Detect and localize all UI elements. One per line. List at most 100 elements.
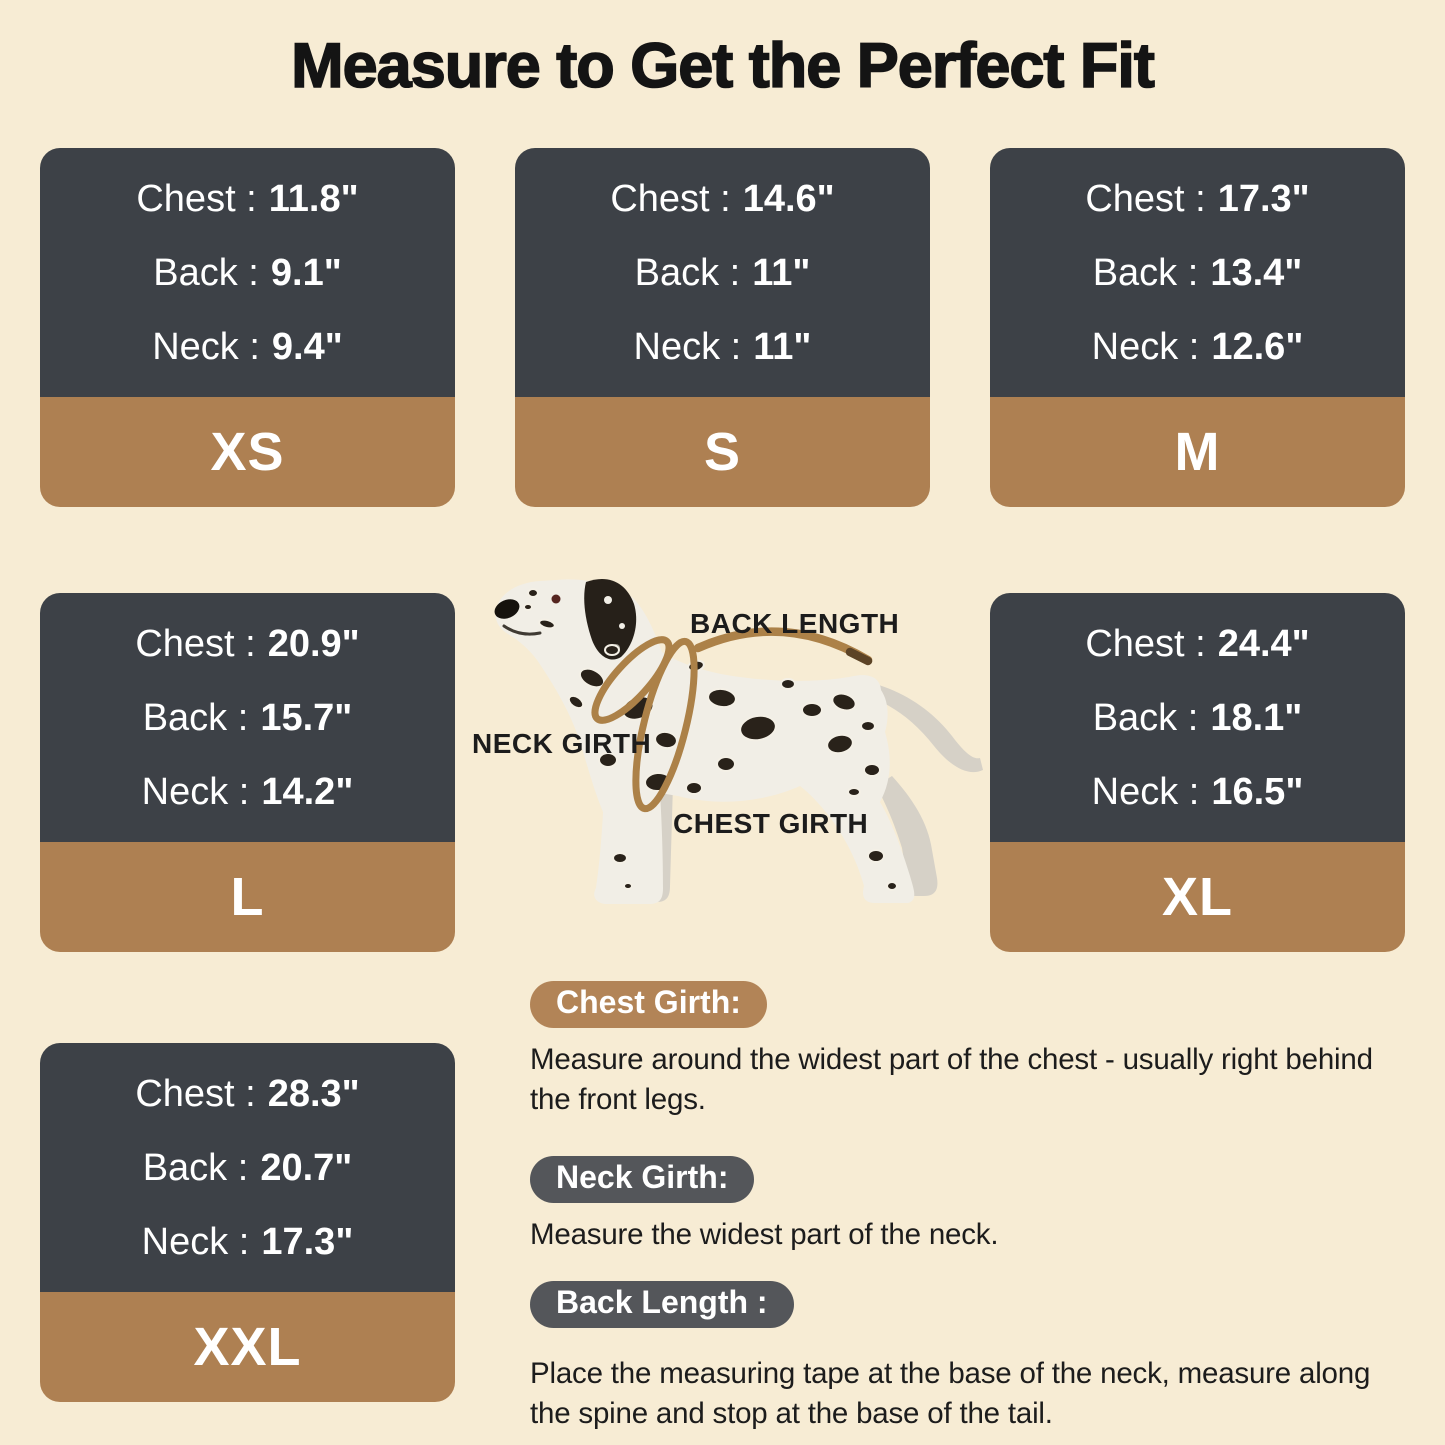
size-badge: XS: [40, 397, 455, 507]
dog-nose: [494, 599, 520, 619]
chest-girth-heading: Chest Girth:: [530, 981, 767, 1028]
measurement-value: 15.7": [260, 696, 353, 739]
measurement-label: Back :: [142, 1146, 249, 1189]
measurement-row: Back : 18.1": [990, 699, 1405, 737]
size-badge: S: [515, 397, 930, 507]
measurement-label: Chest :: [1085, 177, 1206, 220]
size-card-m: Chest : 17.3" Back : 13.4" Neck : 12.6" M: [990, 148, 1405, 507]
dog-illustration: [494, 578, 983, 904]
measurement-row: Neck : 11": [515, 328, 930, 366]
measurement-label: Back :: [142, 696, 249, 739]
chest-girth-guide: Chest Girth: Measure around the widest p…: [530, 981, 1415, 1121]
measurement-row: Chest : 20.9": [40, 625, 455, 663]
size-card-measurements: Chest :14.6" Back :11" Neck :11": [515, 148, 930, 397]
size-card-measurements: Chest : 24.4" Back : 18.1" Neck : 16.5": [990, 593, 1405, 842]
measurement-value: 16.5": [1211, 770, 1304, 813]
size-card-xl: Chest : 24.4" Back : 18.1" Neck : 16.5" XL: [990, 593, 1405, 952]
measurement-label: Neck :: [1091, 770, 1200, 813]
measurement-value: 14.2": [261, 770, 354, 813]
measurement-value: 20.9": [267, 622, 360, 665]
back-length-heading: Back Length :: [530, 1281, 794, 1328]
measurement-value: 28.3": [267, 1072, 360, 1115]
measurement-row: Back : 20.7": [40, 1149, 455, 1187]
size-card-measurements: Chest : 28.3" Back : 20.7" Neck : 17.3": [40, 1043, 455, 1292]
chest-girth-description: Measure around the widest part of the ch…: [530, 1042, 1373, 1117]
size-card-l: Chest : 20.9" Back : 15.7" Neck : 14.2" L: [40, 593, 455, 952]
measurement-value: 11.8": [268, 177, 359, 220]
measurement-row: Back : 13.4": [990, 254, 1405, 292]
measurement-value: 12.6": [1211, 325, 1304, 368]
measurement-value: 20.7": [260, 1146, 353, 1189]
size-card-xs: Chest : 11.8" Back : 9.1" Neck : 9.4" XS: [40, 148, 455, 507]
neck-girth-guide: Neck Girth: Measure the widest part of t…: [530, 1156, 1415, 1255]
measurement-row: Neck : 12.6": [990, 328, 1405, 366]
measurement-label: Chest :: [136, 177, 257, 220]
measurement-row: Neck : 17.3": [40, 1223, 455, 1261]
dog-spots: [523, 588, 898, 891]
measurement-row: Back : 9.1": [40, 254, 455, 292]
size-card-measurements: Chest : 11.8" Back : 9.1" Neck : 9.4": [40, 148, 455, 397]
measurement-row: Chest : 17.3": [990, 180, 1405, 218]
dog-mouth: [502, 624, 542, 636]
back-length-label: BACK LENGTH: [690, 608, 900, 639]
measurement-label: Back :: [634, 251, 741, 294]
dog-far-hind-leg: [876, 776, 938, 896]
back-length-arc-tip: [845, 647, 873, 666]
measurement-row: Chest : 24.4": [990, 625, 1405, 663]
measurement-value: 18.1": [1210, 696, 1303, 739]
measurement-value: 9.1": [270, 251, 342, 294]
neck-girth-label: NECK GIRTH: [472, 728, 652, 759]
size-badge: M: [990, 397, 1405, 507]
dog-eye: [551, 594, 561, 604]
measurement-label: Back :: [1092, 696, 1199, 739]
measurement-value: 9.4": [271, 325, 343, 368]
measurement-value: 14.6": [742, 177, 835, 220]
measurement-row: Neck : 9.4": [40, 328, 455, 366]
chest-girth-label: CHEST GIRTH: [673, 808, 869, 839]
size-card-s: Chest :14.6" Back :11" Neck :11" S: [515, 148, 930, 507]
measurement-label: Neck :: [141, 770, 250, 813]
measurement-label: Neck :: [1091, 325, 1200, 368]
measurement-label: Neck :: [633, 325, 742, 368]
measurement-label: Chest :: [135, 1072, 256, 1115]
size-card-measurements: Chest : 17.3" Back : 13.4" Neck : 12.6": [990, 148, 1405, 397]
measurement-value: 11": [752, 251, 811, 294]
measurement-label: Neck :: [141, 1220, 250, 1263]
size-badge: XXL: [40, 1292, 455, 1402]
measurement-label: Chest :: [610, 177, 731, 220]
page-title: Measure to Get the Perfect Fit: [290, 30, 1155, 102]
ear-spot: [604, 596, 612, 604]
chest-girth-band: [632, 637, 698, 813]
measurement-row: Neck : 14.2": [40, 773, 455, 811]
neck-girth-band: [591, 636, 673, 724]
size-badge: XL: [990, 842, 1405, 952]
dog-ear-patch: [584, 578, 637, 660]
neck-girth-heading: Neck Girth:: [530, 1156, 755, 1203]
dog-tail: [864, 682, 983, 773]
back-length-guide: Back Length : Place the measuring tape a…: [530, 1281, 1415, 1435]
measurement-value: 24.4": [1217, 622, 1310, 665]
measurement-label: Chest :: [1085, 622, 1206, 665]
measurement-row: Back : 15.7": [40, 699, 455, 737]
measurement-row: Neck : 16.5": [990, 773, 1405, 811]
size-card-measurements: Chest : 20.9" Back : 15.7" Neck : 14.2": [40, 593, 455, 842]
measurement-row: Chest : 14.6": [515, 180, 930, 218]
measurement-value: 17.3": [261, 1220, 354, 1263]
measurement-row: Chest : 11.8": [40, 180, 455, 218]
measurement-value: 13.4": [1210, 251, 1303, 294]
dog-body: [495, 579, 915, 904]
neck-girth-description: Measure the widest part of the neck.: [530, 1217, 999, 1251]
measurement-label: Back :: [153, 251, 259, 294]
size-card-xxl: Chest : 28.3" Back : 20.7" Neck : 17.3" XXL: [40, 1043, 455, 1402]
ear-spot: [619, 623, 625, 629]
measurement-row: Back : 11": [515, 254, 930, 292]
size-badge: L: [40, 842, 455, 952]
measurement-value: 11": [753, 325, 812, 368]
measurement-label: Back :: [1092, 251, 1199, 294]
measurement-value: 17.3": [1217, 177, 1310, 220]
back-length-description: Place the measuring tape at the base of …: [530, 1356, 1371, 1431]
measurement-label: Neck :: [152, 325, 260, 368]
measurement-label: Chest :: [135, 622, 256, 665]
dog-measurement-diagram: BACK LENGTH NECK GIRTH CHEST GIRTH: [440, 560, 1010, 935]
